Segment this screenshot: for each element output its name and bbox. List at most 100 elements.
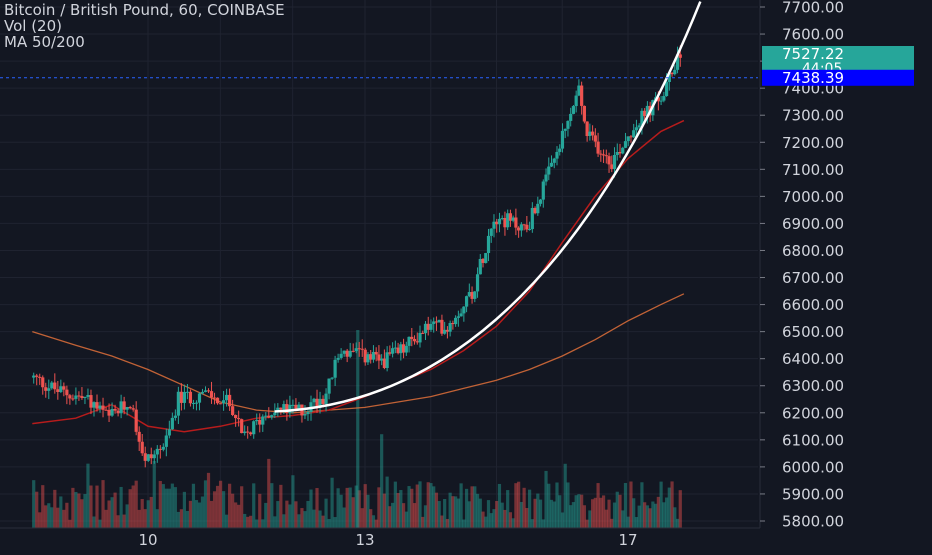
volume-bar-spike — [356, 330, 360, 528]
candle-body — [634, 127, 639, 131]
price-axis-bg — [760, 0, 932, 528]
candle-body — [215, 397, 220, 404]
volume-bar — [276, 501, 280, 528]
volume-bar — [451, 496, 455, 528]
candle-body — [342, 350, 346, 354]
price-tick-label: 6900.00 — [782, 215, 844, 233]
candle-body — [221, 400, 226, 404]
candle-body — [566, 120, 570, 129]
candle-body — [315, 398, 319, 409]
candle-body — [110, 408, 114, 416]
candle-body — [445, 329, 450, 332]
last-price-label: 7527.22 — [782, 45, 844, 63]
candle-body — [454, 317, 458, 325]
candle-body — [478, 258, 482, 275]
volume-bar — [255, 519, 259, 528]
volume-bar — [297, 514, 301, 528]
candle-body — [294, 404, 298, 409]
candle-body — [580, 85, 584, 106]
volume-bar — [240, 486, 244, 528]
price-tick-label: 6400.00 — [782, 350, 844, 368]
symbol-title[interactable]: Bitcoin / British Pound, 60, COINBASE — [4, 1, 285, 19]
candle-body — [506, 213, 510, 228]
time-axis[interactable]: 10 13 17 — [0, 527, 932, 550]
candle-body — [68, 395, 72, 399]
price-tick-label: 6300.00 — [782, 377, 844, 395]
volume-bar — [143, 509, 147, 528]
candle-body — [351, 350, 355, 352]
volume-bar — [53, 489, 57, 528]
volume-bar — [110, 497, 114, 528]
volume-bar — [324, 498, 328, 528]
ma-indicator-label[interactable]: MA 50/200 — [4, 33, 85, 51]
candle-body — [50, 382, 54, 389]
volume-bar — [56, 507, 60, 528]
candle-body — [536, 203, 540, 214]
volume-bar — [473, 486, 477, 528]
volume-bar — [503, 509, 507, 528]
candle-body — [571, 106, 576, 114]
candle-body — [464, 296, 469, 307]
candle-body — [659, 100, 663, 102]
volume-bar — [104, 509, 108, 528]
volume-bar — [478, 498, 482, 528]
volume-bar — [659, 481, 663, 528]
volume-bar — [591, 499, 595, 528]
trendline[interactable] — [274, 1, 702, 413]
volume-bar — [495, 501, 499, 528]
candle-body — [443, 329, 447, 334]
candle-body — [155, 448, 159, 455]
candle-body — [261, 416, 265, 425]
volume-bar — [288, 504, 292, 528]
candle-body — [643, 110, 647, 117]
candle-body — [80, 396, 84, 399]
volume-bar — [86, 463, 90, 528]
volume-bar — [489, 513, 493, 528]
volume-bar — [654, 503, 658, 528]
volume-bar — [231, 493, 235, 528]
candle-body — [282, 404, 286, 410]
candle-body — [418, 332, 422, 343]
candle-body — [86, 395, 90, 397]
candle-body — [517, 227, 521, 231]
candle-body — [158, 448, 162, 450]
volume-bar — [656, 496, 660, 528]
volume-bar — [300, 508, 304, 528]
volume-bar — [667, 487, 671, 528]
price-tick-label: 6100.00 — [782, 431, 844, 449]
candle-body — [664, 82, 669, 97]
volume-bar — [470, 486, 474, 528]
candle-body — [333, 359, 337, 378]
candle-body — [388, 352, 392, 354]
candle-body — [56, 389, 60, 392]
volume-bar — [599, 497, 603, 528]
candle-body — [62, 386, 66, 390]
volume-bar — [321, 515, 325, 528]
volume-indicator-label[interactable]: Vol (20) — [4, 17, 63, 35]
volume-bar — [547, 483, 551, 528]
volume-bar — [664, 497, 669, 528]
price-tick-label: 7100.00 — [782, 161, 844, 179]
volume-bar — [158, 480, 162, 528]
volume-bar — [188, 500, 193, 528]
candle-body — [489, 228, 493, 236]
volume-bar — [267, 458, 271, 528]
volume-bar — [89, 485, 93, 528]
candle-body — [231, 406, 235, 415]
volume-bar — [626, 516, 630, 528]
candle-body — [563, 128, 567, 131]
candle-body — [451, 323, 455, 325]
price-tick-label: 6700.00 — [782, 269, 844, 287]
volume-bar — [212, 491, 217, 528]
candle-body — [179, 391, 183, 403]
candle-body — [107, 409, 111, 416]
price-axis[interactable]: 7700.007600.007500.007400.007300.007200.… — [759, 0, 932, 531]
candle-body — [176, 391, 180, 416]
candle-body — [246, 431, 250, 433]
volume-bar — [391, 502, 395, 528]
volume-bar — [285, 500, 289, 528]
candle-body — [288, 404, 292, 414]
volume-bar — [432, 486, 436, 528]
